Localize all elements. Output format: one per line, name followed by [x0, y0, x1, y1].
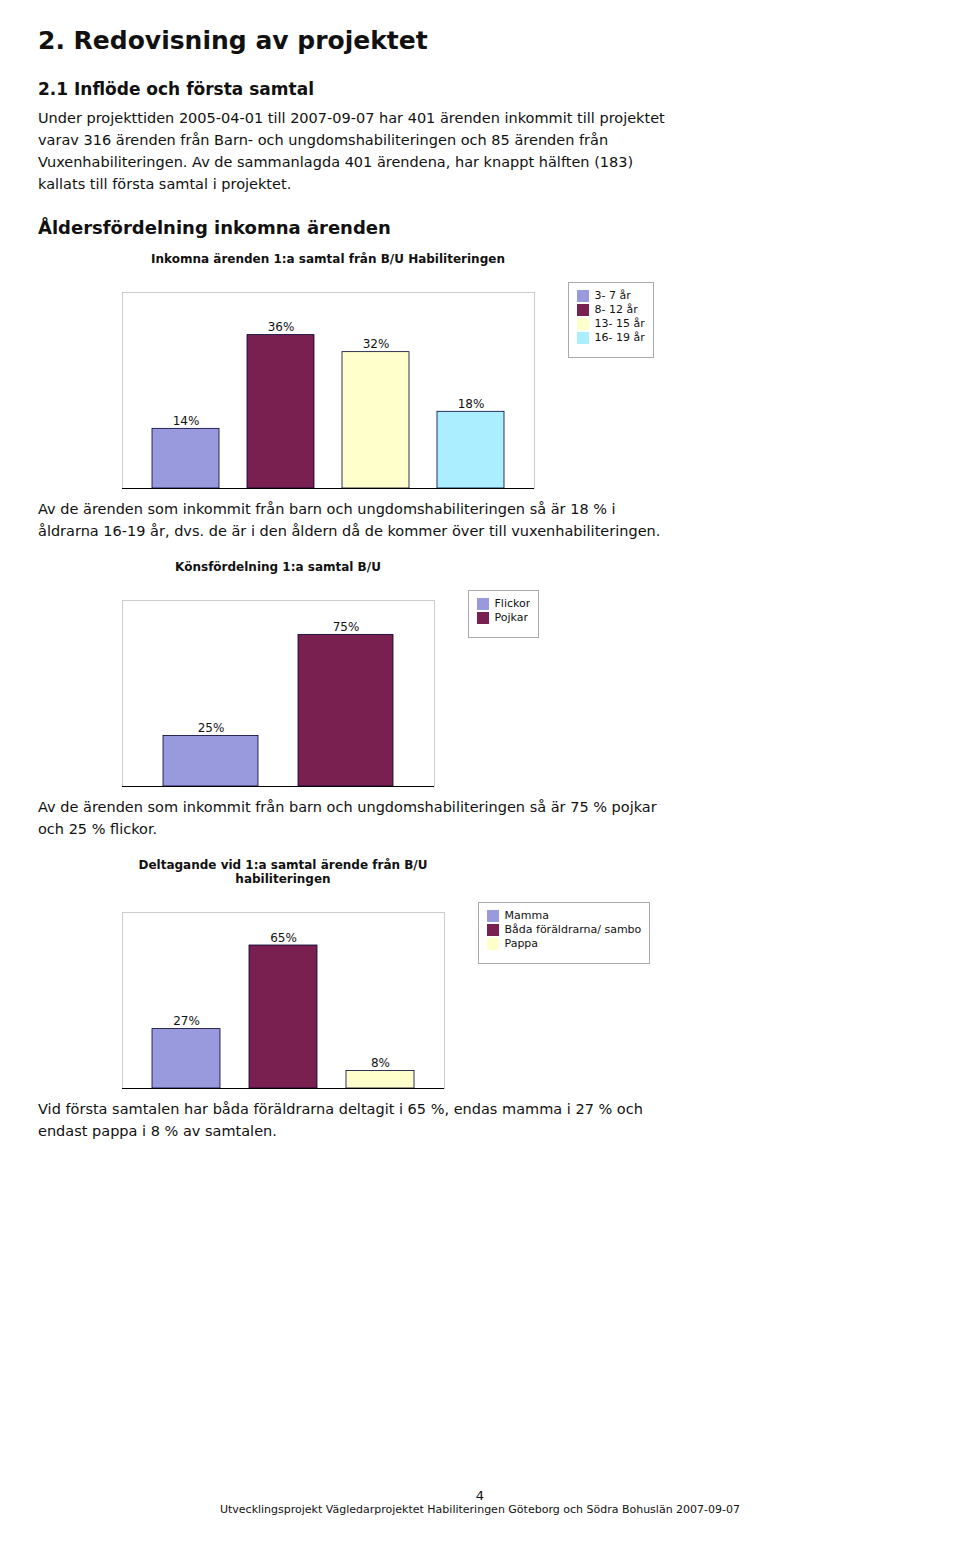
html-text:Inkomna ärenden 1:a samtal frå: Inkomna ärenden 1:a samtal från B/U Habi… [151, 252, 505, 266]
html-text:Båda föräldrarna/ sambo: Båda föräldrarna/ sambo [504, 923, 642, 936]
html-text:Deltagande vid 1:a samtal ären: Deltagande vid 1:a samtal ärende från B/… [138, 858, 428, 886]
html-text:Mamma: Mamma [504, 909, 549, 922]
svg-text:32%: 32% [363, 337, 390, 351]
svg-text:14%: 14% [173, 414, 200, 428]
svg-text:25%: 25% [198, 721, 225, 735]
svg-text:8%: 8% [371, 1056, 390, 1070]
svg-text:18%: 18% [458, 397, 485, 411]
html-text:16- 19 år: 16- 19 år [594, 331, 645, 344]
html-text:Vid första samtalen har båda f: Vid första samtalen har båda föräldrarna… [38, 1101, 643, 1117]
svg-text:75%: 75% [333, 620, 360, 634]
html-text:Könsfördelning 1:a samtal B/U: Könsfördelning 1:a samtal B/U [175, 560, 381, 574]
html-text:13- 15 år: 13- 15 år [594, 317, 645, 330]
html-text:Av de ärenden som inkommit frå: Av de ärenden som inkommit från barn och… [38, 799, 657, 815]
html-text:åldrarna 16-19 år, dvs. de är: åldrarna 16-19 år, dvs. de är i den ålde… [38, 523, 661, 539]
html-text:2. Redovisning av projektet: 2. Redovisning av projektet [38, 26, 428, 55]
html-text:8- 12 år: 8- 12 år [594, 303, 638, 316]
html-text:endast pappa i 8 % av samtalen: endast pappa i 8 % av samtalen. [38, 1123, 277, 1139]
html-text:Flickor: Flickor [494, 597, 531, 610]
html-text:Pappa: Pappa [504, 937, 539, 950]
html-text:Av de ärenden som inkommit frå: Av de ärenden som inkommit från barn och… [38, 501, 616, 517]
html-text:Pojkar: Pojkar [494, 611, 528, 624]
html-text:4: 4 [475, 1488, 485, 1503]
html-text:2.1 Inflöde och första samtal: 2.1 Inflöde och första samtal [38, 79, 314, 99]
html-text:Utvecklingsprojekt Vägledarpro: Utvecklingsprojekt Vägledarprojektet Hab… [219, 1503, 740, 1516]
html-text:Åldersfördelning inkomna ärend: Åldersfördelning inkomna ärenden [38, 217, 391, 238]
html-text:kallats till första samtal i p: kallats till första samtal i projektet. [38, 176, 292, 192]
svg-text:65%: 65% [270, 931, 297, 945]
html-text:och 25 % flickor.: och 25 % flickor. [38, 821, 158, 837]
svg-text:27%: 27% [173, 1014, 200, 1028]
html-text:Vuxenhabiliteringen. Av de sam: Vuxenhabiliteringen. Av de sammanlagda 4… [38, 154, 634, 170]
html-text:Under projekttiden 2005-04-01: Under projekttiden 2005-04-01 till 2007-… [38, 110, 665, 126]
html-text:varav 316 ärenden från Barn- o: varav 316 ärenden från Barn- och ungdoms… [38, 132, 609, 148]
html-text:3- 7 år: 3- 7 år [594, 289, 631, 302]
svg-text:36%: 36% [268, 320, 295, 334]
